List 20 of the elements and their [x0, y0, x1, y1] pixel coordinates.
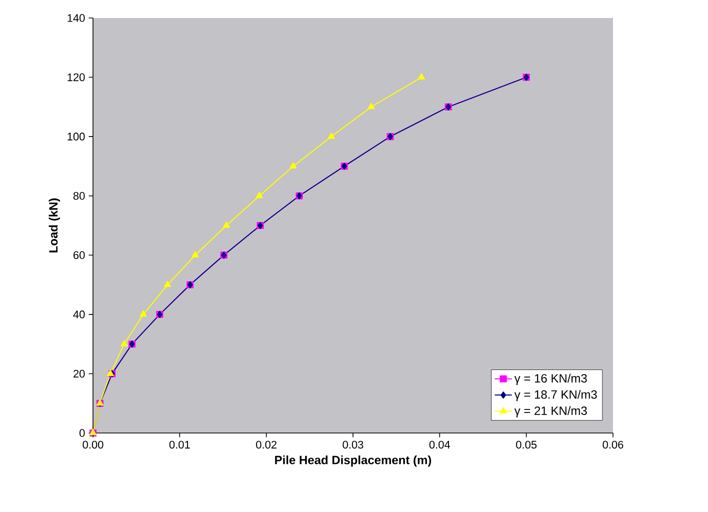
y-tick-label: 0 [80, 429, 85, 437]
x-tick-label: 0.06 [602, 440, 624, 449]
y-tick-label: 20 [74, 370, 85, 378]
x-tick-label: 0.03 [342, 440, 364, 449]
y-axis-title: Load (kN) [48, 198, 60, 252]
legend-label: γ = 18.7 KN/m3 [514, 390, 597, 402]
legend-label: γ = 21 KN/m3 [514, 406, 587, 418]
y-tick-label: 140 [68, 14, 85, 22]
y-tick-label: 120 [68, 73, 85, 82]
y-tick-label: 60 [74, 251, 85, 260]
legend-label: γ = 16 KN/m3 [514, 374, 587, 385]
x-tick-label: 0.01 [169, 440, 190, 449]
y-tick-label: 100 [68, 132, 85, 140]
x-tick-label: 0.05 [516, 440, 537, 449]
x-axis-title: Pile Head Displacement (m) [275, 455, 432, 467]
x-tick-label: 0.00 [82, 440, 104, 449]
y-tick-label: 80 [73, 192, 85, 200]
y-tick-label: 40 [73, 310, 85, 318]
x-tick-label: 0.02 [256, 440, 276, 449]
x-tick-label: 0.04 [429, 440, 450, 449]
